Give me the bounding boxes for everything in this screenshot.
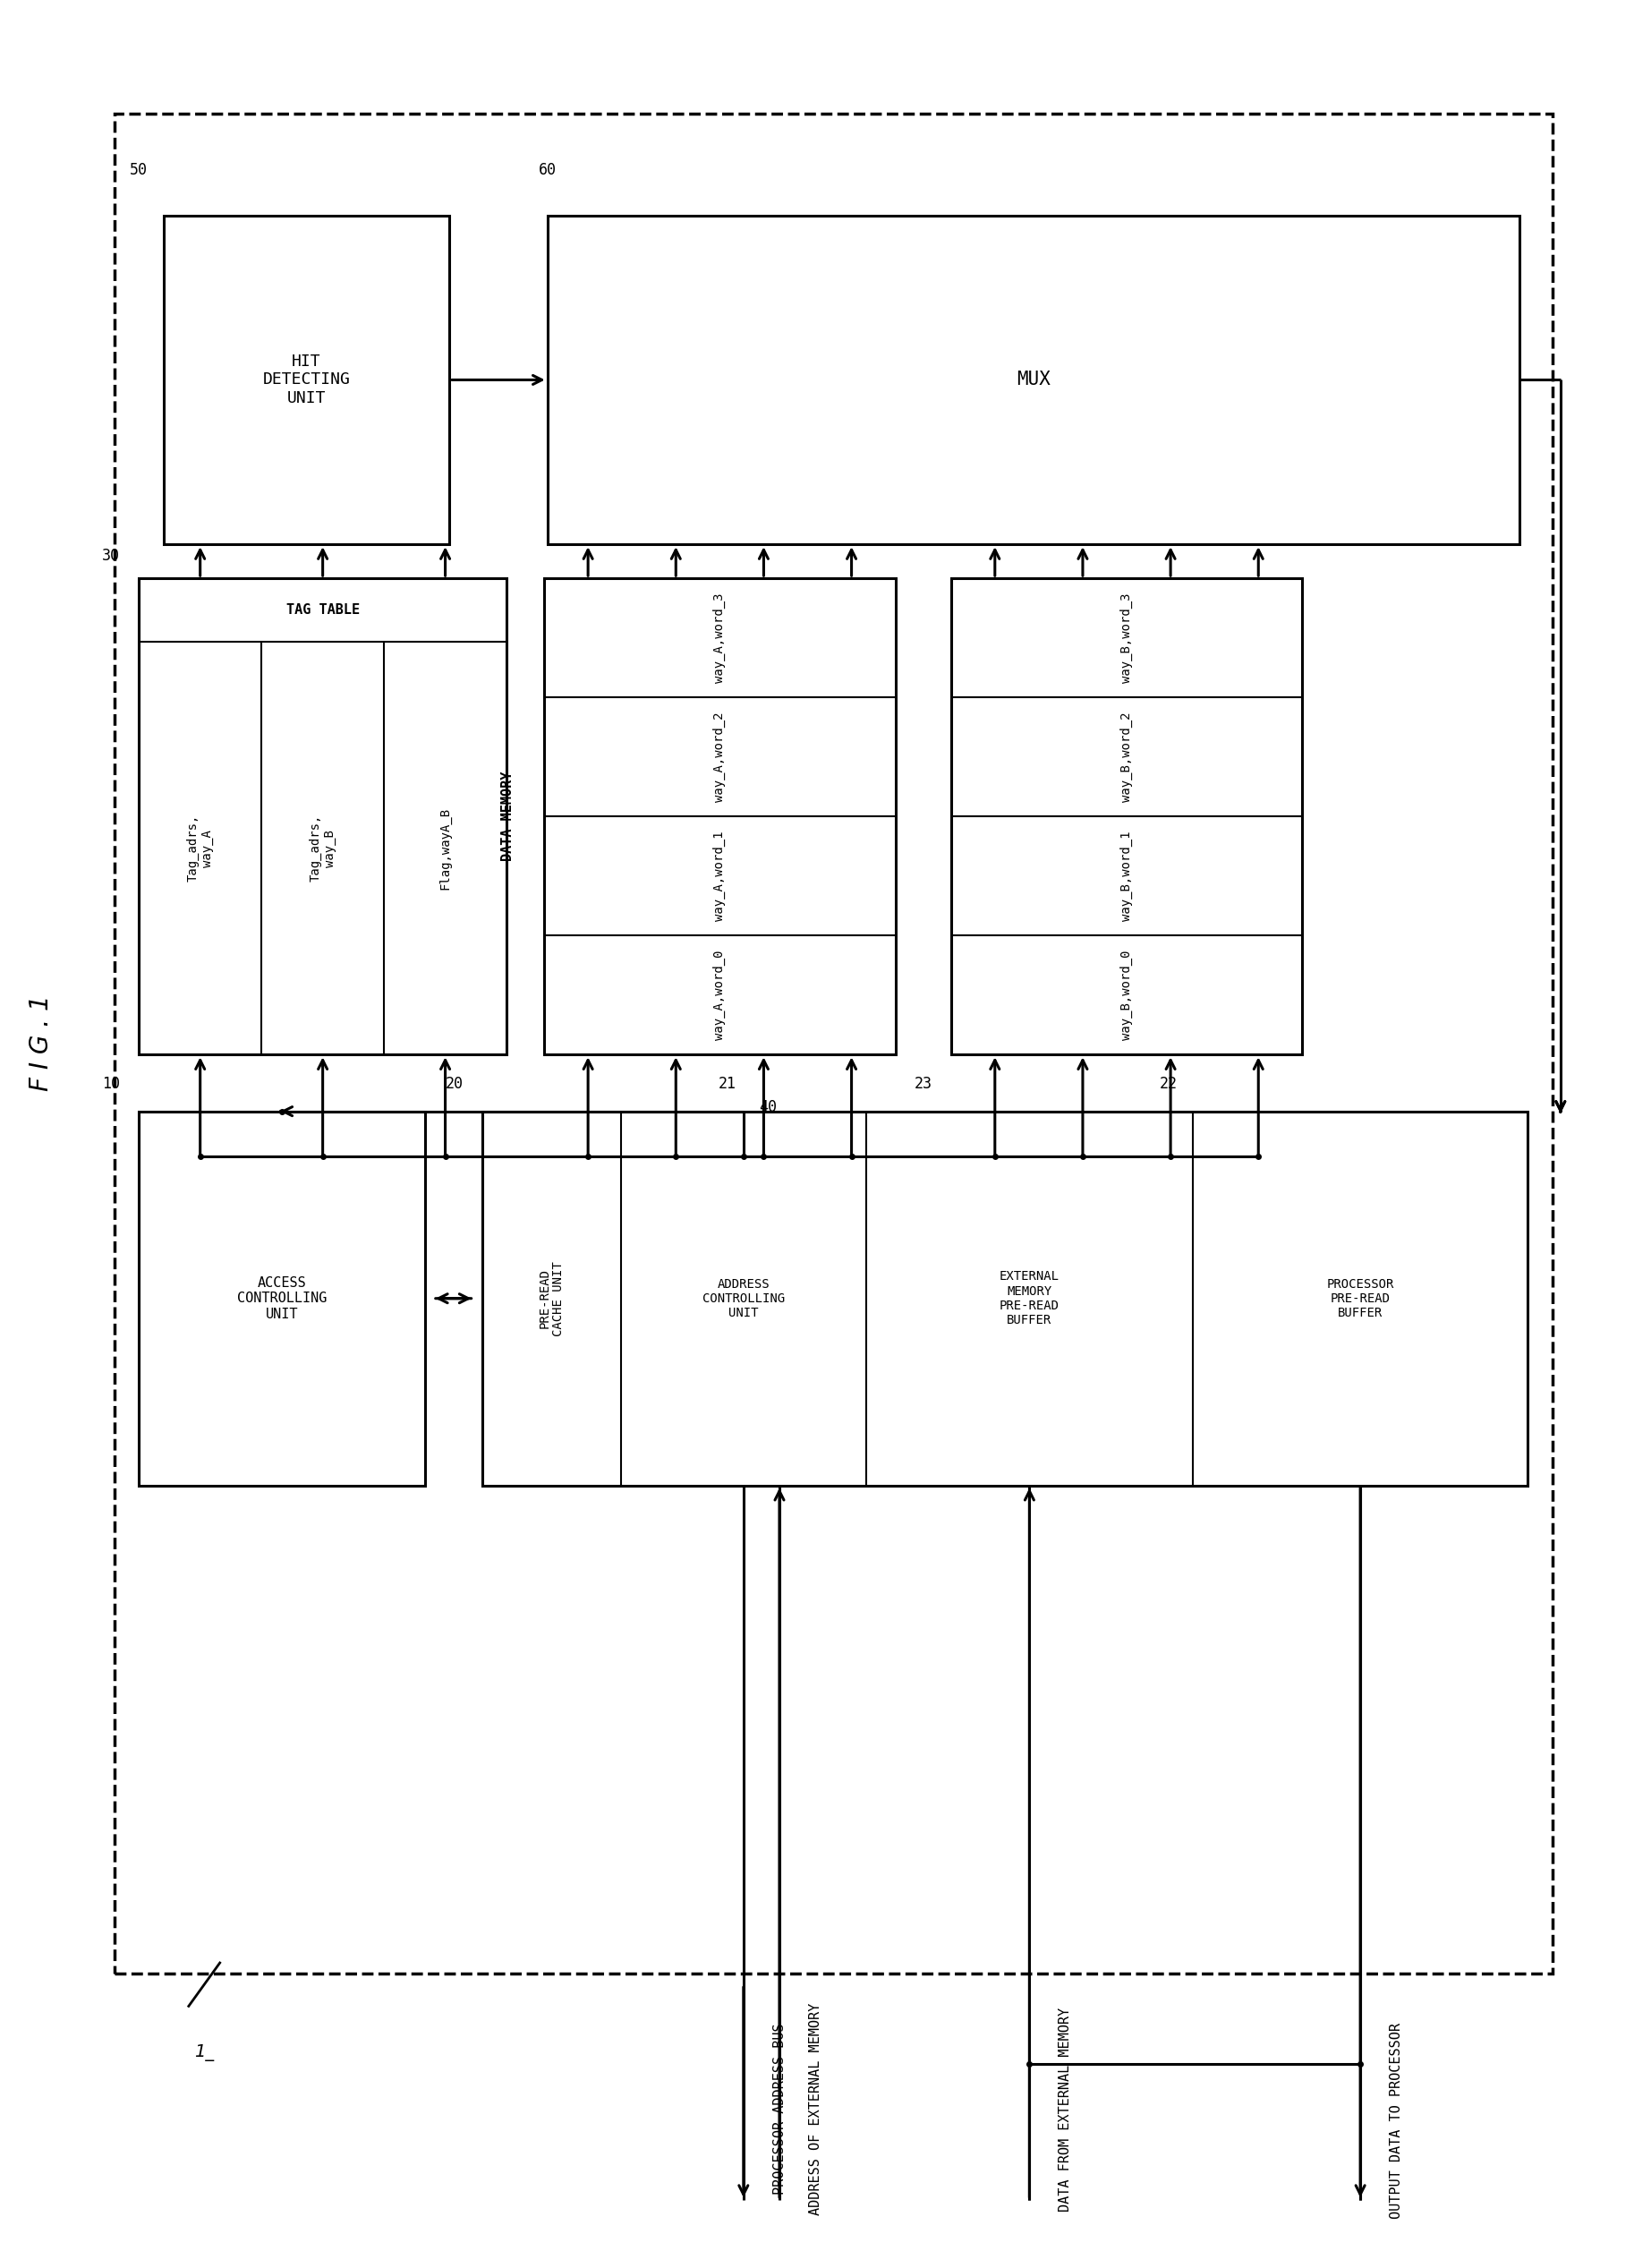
Text: way_A,word_3: way_A,word_3 <box>714 592 725 683</box>
Bar <box>139 578 507 1055</box>
Text: PROCESSOR
PRE-READ
BUFFER: PROCESSOR PRE-READ BUFFER <box>1327 1277 1394 1320</box>
Text: Tag_adrs,
way_B: Tag_adrs, way_B <box>309 814 337 882</box>
Text: EXTERNAL
MEMORY
PRE-READ
BUFFER: EXTERNAL MEMORY PRE-READ BUFFER <box>1000 1270 1059 1327</box>
Bar <box>547 215 1520 544</box>
Text: way_A,word_1: way_A,word_1 <box>714 830 725 921</box>
Text: Flag,wayA_B: Flag,wayA_B <box>440 807 451 889</box>
Bar <box>482 1111 1528 1486</box>
Bar <box>114 113 1552 1973</box>
Text: 50: 50 <box>131 161 147 179</box>
Text: way_B,word_0: way_B,word_0 <box>1121 950 1132 1041</box>
Text: ACCESS
CONTROLLING
UNIT: ACCESS CONTROLLING UNIT <box>237 1277 327 1320</box>
Text: ADDRESS OF EXTERNAL MEMORY: ADDRESS OF EXTERNAL MEMORY <box>809 2003 822 2216</box>
Bar <box>544 578 895 1055</box>
Text: 30: 30 <box>103 547 119 565</box>
Text: OUTPUT DATA TO PROCESSOR: OUTPUT DATA TO PROCESSOR <box>1389 2023 1404 2218</box>
Bar <box>163 215 449 544</box>
Text: way_A,word_2: way_A,word_2 <box>714 712 725 803</box>
Text: PRE-READ
CACHE UNIT: PRE-READ CACHE UNIT <box>538 1261 565 1336</box>
Text: DATA FROM EXTERNAL MEMORY: DATA FROM EXTERNAL MEMORY <box>1059 2007 1072 2211</box>
Text: TAG TABLE: TAG TABLE <box>286 603 359 617</box>
Text: way_B,word_3: way_B,word_3 <box>1121 592 1132 683</box>
Text: F I G . 1: F I G . 1 <box>28 996 54 1091</box>
Text: MUX: MUX <box>1016 372 1051 388</box>
Text: 1_: 1_ <box>194 2043 214 2062</box>
Text: 60: 60 <box>539 161 556 179</box>
Text: way_B,word_2: way_B,word_2 <box>1121 712 1132 803</box>
Text: PROCESSOR ADDRESS BUS: PROCESSOR ADDRESS BUS <box>773 2023 786 2195</box>
Text: 10: 10 <box>103 1075 119 1093</box>
Text: DATA MEMORY: DATA MEMORY <box>502 771 515 862</box>
Bar <box>139 1111 425 1486</box>
Text: 40: 40 <box>760 1098 776 1116</box>
Text: ADDRESS
CONTROLLING
UNIT: ADDRESS CONTROLLING UNIT <box>703 1277 784 1320</box>
Text: HIT
DETECTING
UNIT: HIT DETECTING UNIT <box>263 354 350 406</box>
Text: Tag_adrs,
way_A: Tag_adrs, way_A <box>186 814 214 882</box>
Text: 23: 23 <box>915 1075 931 1093</box>
Bar <box>951 578 1302 1055</box>
Text: 21: 21 <box>719 1075 735 1093</box>
Text: way_A,word_0: way_A,word_0 <box>714 950 725 1041</box>
Text: way_B,word_1: way_B,word_1 <box>1121 830 1132 921</box>
Text: 20: 20 <box>446 1075 462 1093</box>
Text: 22: 22 <box>1160 1075 1176 1093</box>
